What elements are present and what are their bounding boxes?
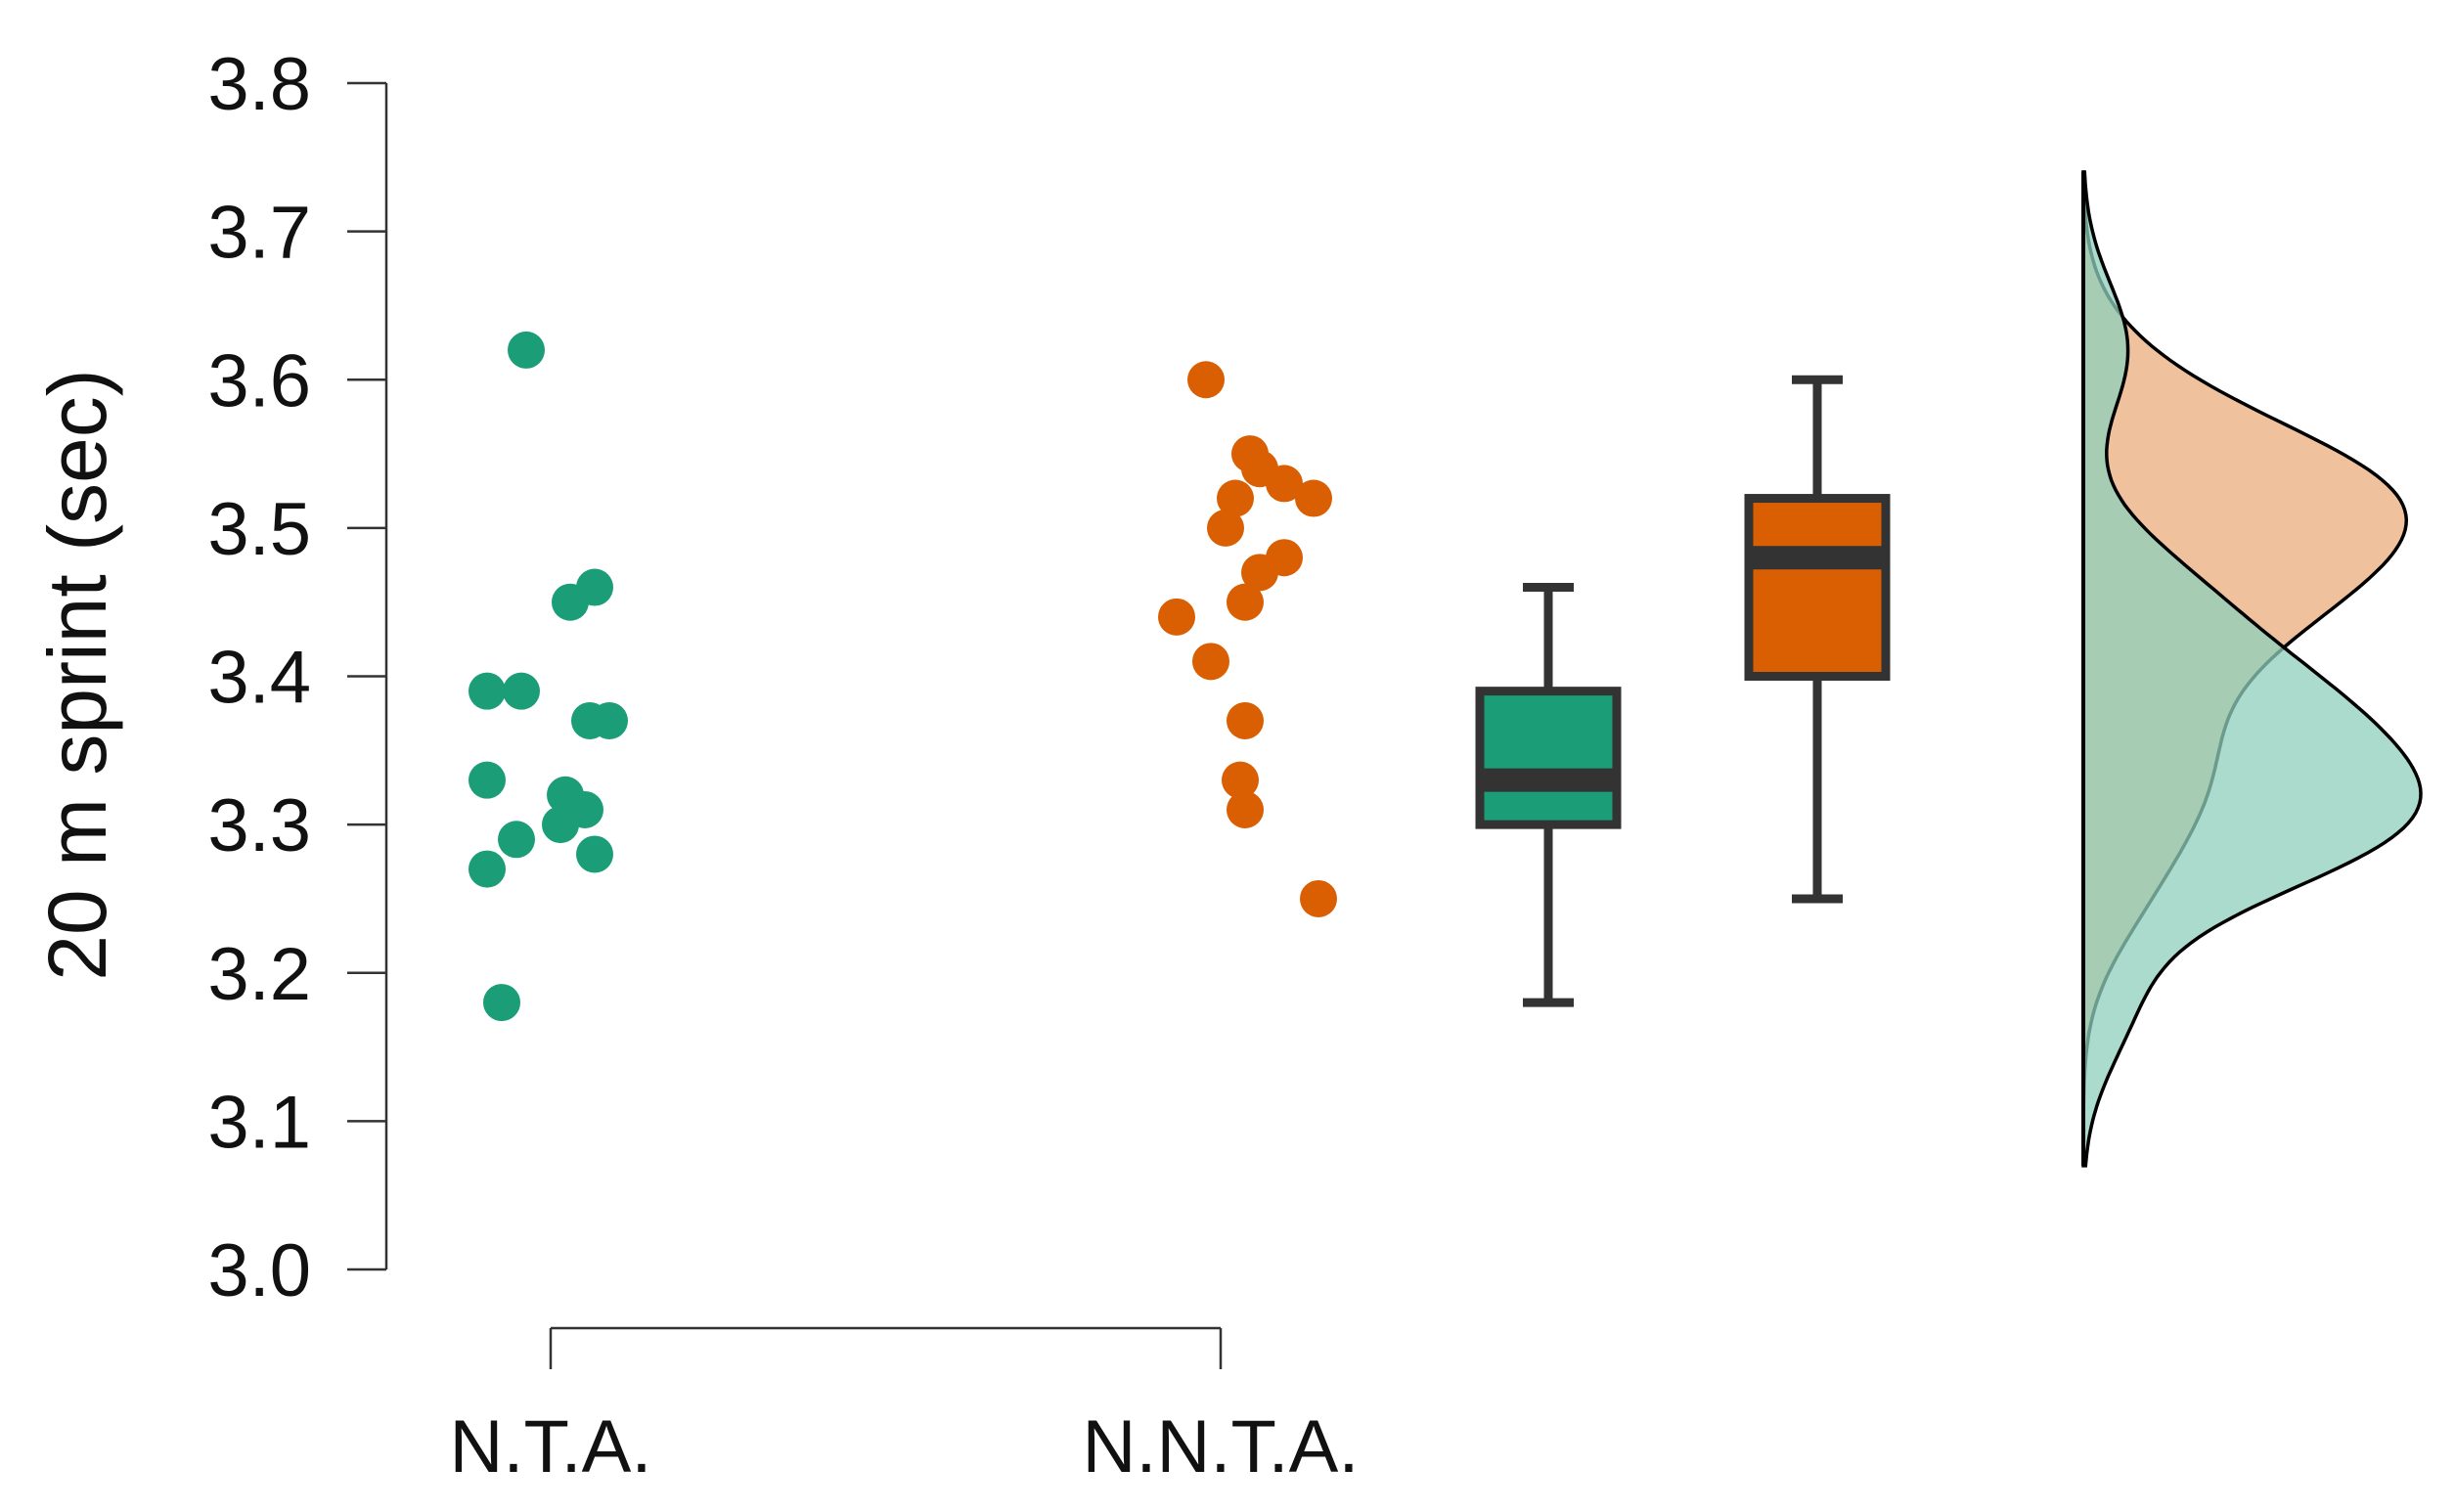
density-curve — [2083, 172, 2421, 1166]
data-point — [508, 332, 545, 369]
data-point — [1207, 510, 1244, 547]
data-point — [1227, 702, 1264, 739]
points-layer — [469, 332, 1337, 1021]
y-tick-label: 3.0 — [207, 1229, 311, 1312]
data-point — [498, 821, 535, 858]
y-tick-label: 3.5 — [207, 488, 311, 571]
data-point — [1158, 599, 1195, 636]
data-point — [542, 806, 579, 843]
data-point — [1295, 480, 1332, 517]
data-point — [1227, 791, 1264, 828]
y-tick-label: 3.1 — [207, 1081, 311, 1164]
density-layer — [2083, 172, 2421, 1166]
data-point — [469, 673, 506, 710]
data-point — [1227, 584, 1264, 621]
y-tick-label: 3.8 — [207, 43, 311, 126]
data-point — [483, 984, 520, 1021]
y-tick-label: 3.6 — [207, 339, 311, 422]
box-body — [1749, 499, 1886, 677]
data-point — [1187, 361, 1225, 398]
box-body — [1480, 691, 1617, 824]
x-tick-label: N.N.T.A. — [1083, 1405, 1360, 1489]
data-point — [576, 835, 613, 872]
data-point — [469, 762, 506, 799]
data-point — [571, 702, 608, 739]
axis-layer: 3.0 3.1 3.2 3.3 3.4 3.5 3.6 3.7 3.8 N.T.A. N.N.T.A… — [207, 43, 1359, 1489]
data-point — [469, 851, 506, 888]
y-tick-label: 3.4 — [207, 637, 311, 720]
x-tick-label: N.T.A. — [450, 1405, 652, 1489]
data-point — [503, 673, 540, 710]
y-tick-label: 3.7 — [207, 192, 311, 275]
box-layer — [1480, 379, 1886, 1002]
data-point — [552, 584, 589, 621]
y-tick-label: 3.2 — [207, 933, 311, 1016]
y-tick-label: 3.3 — [207, 784, 311, 867]
data-point — [1300, 880, 1337, 917]
y-axis-title: 20 m sprint (sec) — [31, 369, 123, 981]
data-point — [1192, 643, 1229, 680]
